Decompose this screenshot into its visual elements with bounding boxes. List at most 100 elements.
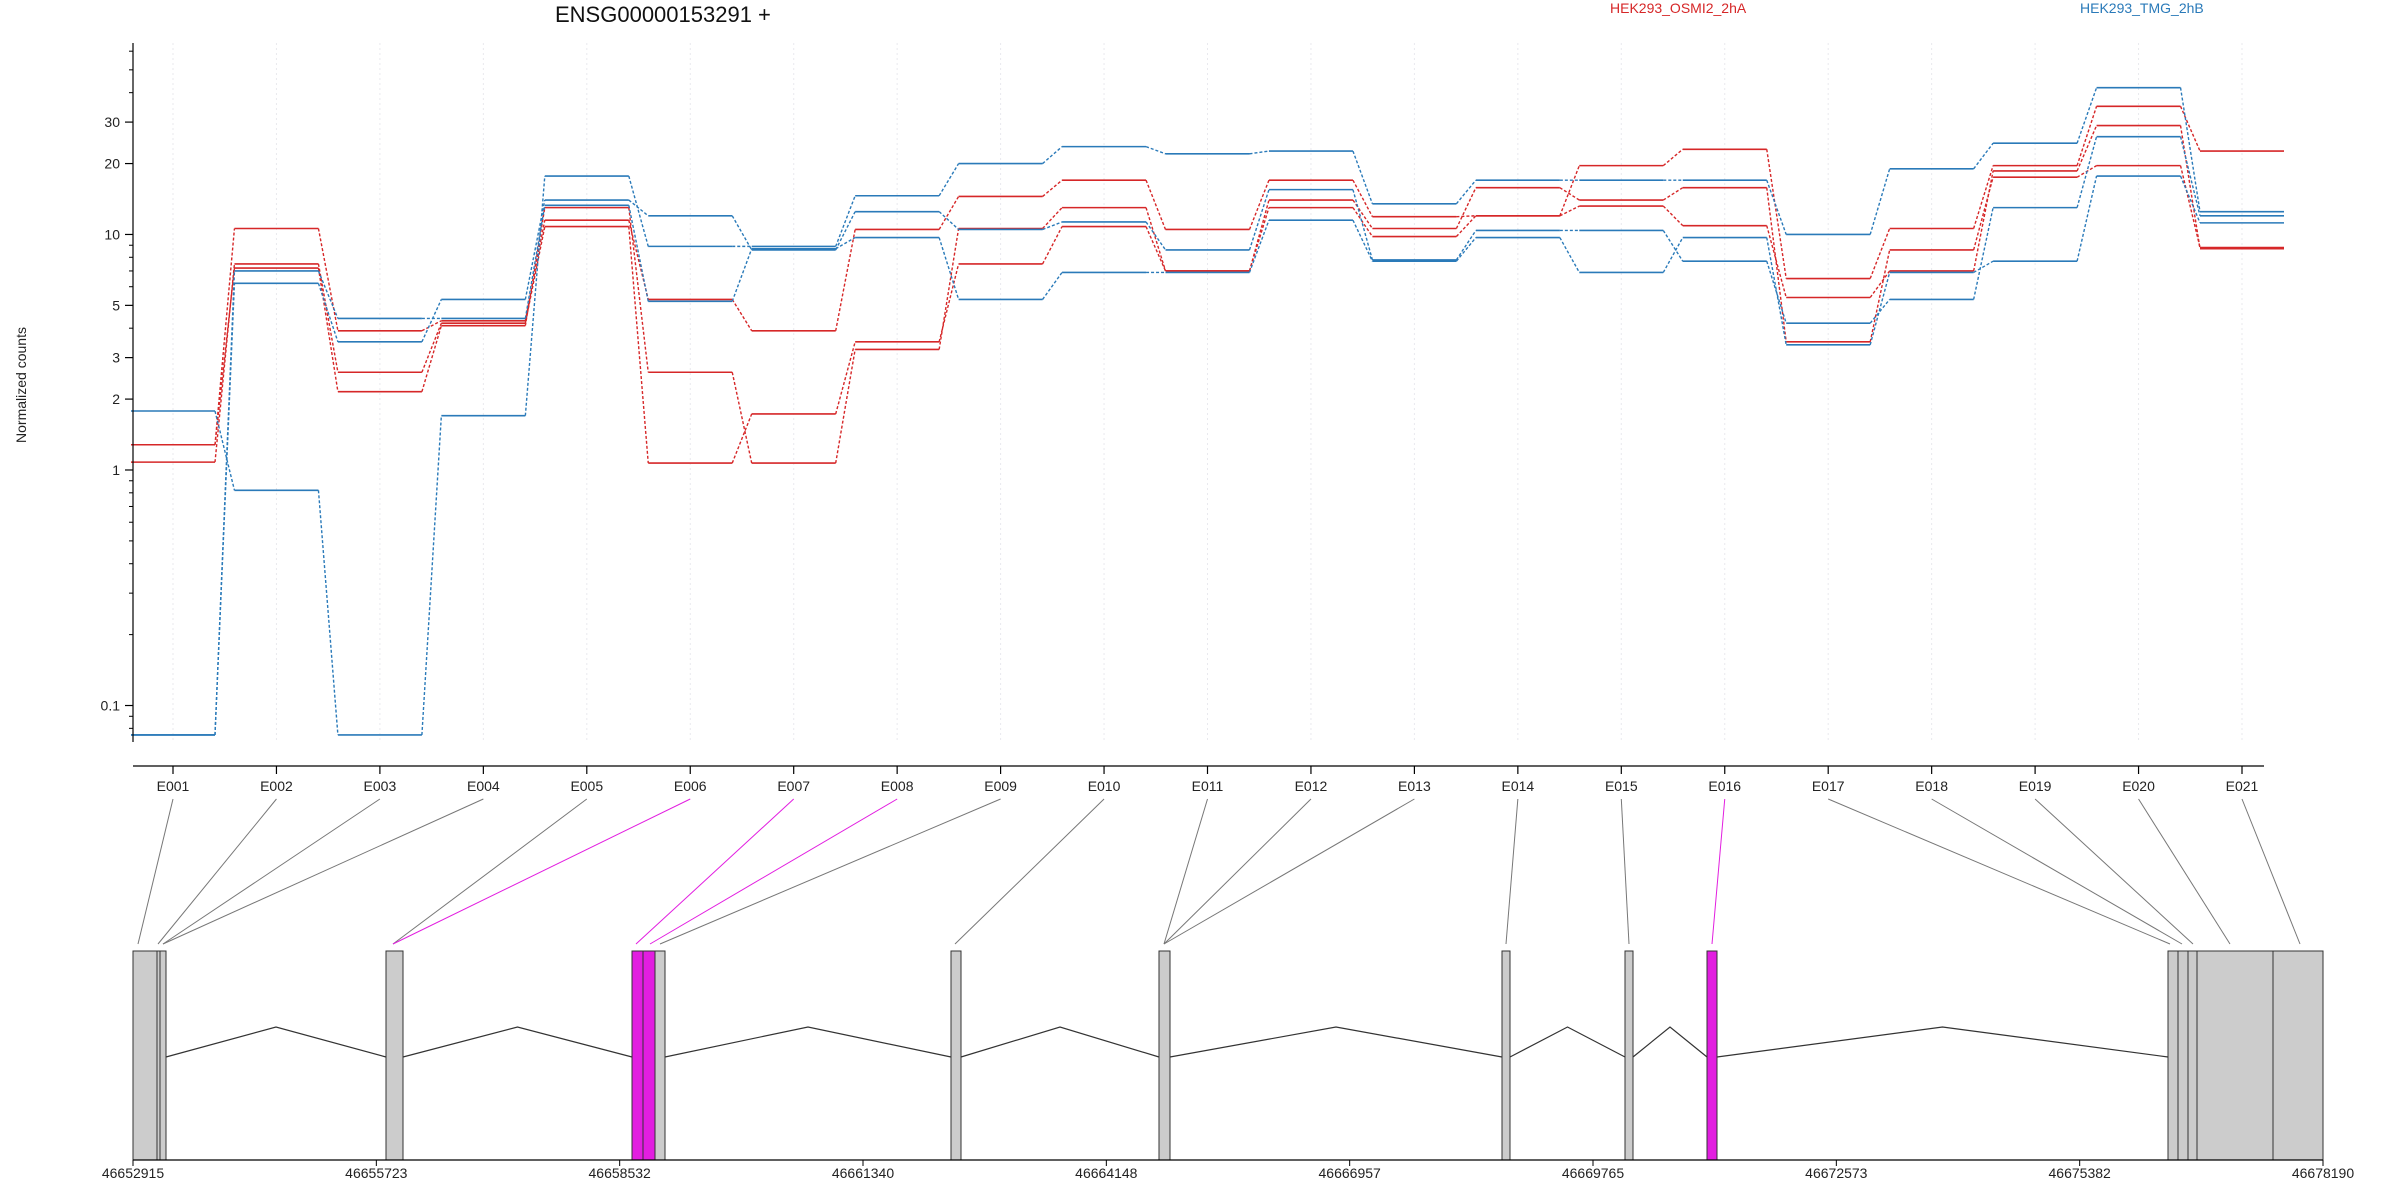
series-transition	[731, 413, 753, 464]
series-transition	[1145, 207, 1167, 272]
series-transition	[2179, 136, 2201, 216]
y-axis-label: Normalized counts	[13, 327, 29, 443]
series-transition	[524, 199, 546, 300]
series-transition	[1456, 215, 1476, 218]
y-tick-label: 20	[104, 156, 120, 172]
intron	[1632, 1026, 1708, 1058]
series-5	[131, 135, 2284, 736]
series-transition	[1248, 179, 1270, 230]
exon-connector	[1505, 798, 1519, 945]
exon-box	[132, 950, 158, 1161]
x-tick-label: E004	[467, 778, 500, 794]
series-transition	[1455, 215, 1477, 238]
series-transition	[421, 299, 442, 343]
series-transition	[731, 372, 753, 464]
series-transition	[1352, 207, 1373, 237]
series-transition	[1352, 219, 1374, 262]
series-transition	[628, 199, 649, 217]
series-transition	[1972, 170, 1994, 272]
series-transition	[421, 325, 443, 392]
x-tick-label: E021	[2226, 778, 2259, 794]
x-tick-label: E010	[1088, 778, 1121, 794]
series-transition	[1559, 237, 1580, 273]
exon-connector	[649, 798, 898, 945]
series-transition	[1352, 189, 1374, 261]
y-axis-ticks: 0.1 1 2 3 5 10 20 30	[101, 50, 133, 729]
series-transition	[1973, 142, 1994, 170]
exon-connector	[162, 798, 381, 945]
x-tick-label: E008	[881, 778, 914, 794]
intron	[402, 1026, 633, 1058]
series-transition	[1973, 260, 1994, 274]
x-tick-label: E019	[2019, 778, 2052, 794]
series-transition	[1352, 179, 1374, 217]
series-transition	[731, 299, 753, 332]
exon-box	[1501, 950, 1511, 1161]
series-transition	[1248, 189, 1270, 251]
exon-connector	[1163, 798, 1208, 945]
coordinate-label: 46678190	[2292, 1165, 2355, 1181]
series-transition	[317, 267, 339, 392]
intron	[1169, 1026, 1503, 1058]
coordinate-label: 46666957	[1319, 1165, 1382, 1181]
coordinate-label: 46669765	[1562, 1165, 1625, 1181]
exon-connector	[659, 798, 1001, 945]
series-transition	[1145, 226, 1167, 272]
series-transition	[1145, 145, 1166, 155]
x-tick-label: E002	[260, 778, 293, 794]
exon-box	[1624, 950, 1634, 1161]
series-transition	[835, 341, 856, 415]
series-transition	[1248, 207, 1270, 272]
exon-box	[2167, 950, 2179, 1161]
exon-connector	[2138, 798, 2231, 945]
exon-box	[1158, 950, 1171, 1161]
series-transition	[2179, 175, 2201, 224]
coordinate-label: 46664148	[1075, 1165, 1138, 1181]
series-transition	[1972, 165, 1994, 229]
series-transition	[1869, 272, 1891, 345]
series-transition	[1145, 179, 1167, 230]
coordinate-label: 46672573	[1805, 1165, 1868, 1181]
series-transition	[1972, 207, 1994, 300]
series-transition	[1042, 146, 1063, 165]
series-transition	[938, 237, 960, 300]
coordinate-label: 46652915	[102, 1165, 165, 1181]
series-transition	[1042, 272, 1063, 300]
series-transition	[317, 263, 339, 373]
series-transition	[1559, 187, 1580, 201]
series-transition	[938, 163, 960, 197]
series-transition	[1869, 228, 1891, 279]
series-4	[131, 86, 2284, 736]
series-transition	[1662, 205, 1684, 227]
intron	[1716, 1026, 2169, 1058]
x-tick-label: E006	[674, 778, 707, 794]
series-transition	[938, 263, 960, 343]
series-transition	[317, 283, 339, 343]
legend-label-tmg: HEK293_TMG_2hB	[2080, 0, 2204, 16]
series-transition	[1766, 179, 1787, 235]
x-tick-label: E016	[1708, 778, 1741, 794]
exon-box	[159, 950, 167, 1161]
series-transition	[1249, 150, 1270, 155]
exon-connector	[1163, 798, 1312, 945]
x-tick-label: E017	[1812, 778, 1845, 794]
series-transition	[317, 490, 339, 735]
exon-box	[950, 950, 962, 1161]
coordinate-label: 46655723	[345, 1165, 408, 1181]
exon-connector	[392, 798, 588, 945]
coordinate-label: 46661340	[832, 1165, 895, 1181]
series-transition	[2179, 125, 2201, 249]
series-transition	[1042, 221, 1063, 231]
series-transition	[1352, 199, 1373, 229]
exon-box-highlighted	[1706, 950, 1718, 1161]
series-transition	[1766, 225, 1787, 298]
exon-box	[2196, 950, 2274, 1161]
series-transition	[628, 207, 649, 373]
series-transition	[524, 205, 546, 319]
exon-connector	[1163, 798, 1415, 945]
series-transition	[1766, 237, 1787, 345]
exon-connector	[1620, 798, 1630, 945]
x-tick-label: E014	[1501, 778, 1534, 794]
series-transition	[1662, 237, 1684, 273]
